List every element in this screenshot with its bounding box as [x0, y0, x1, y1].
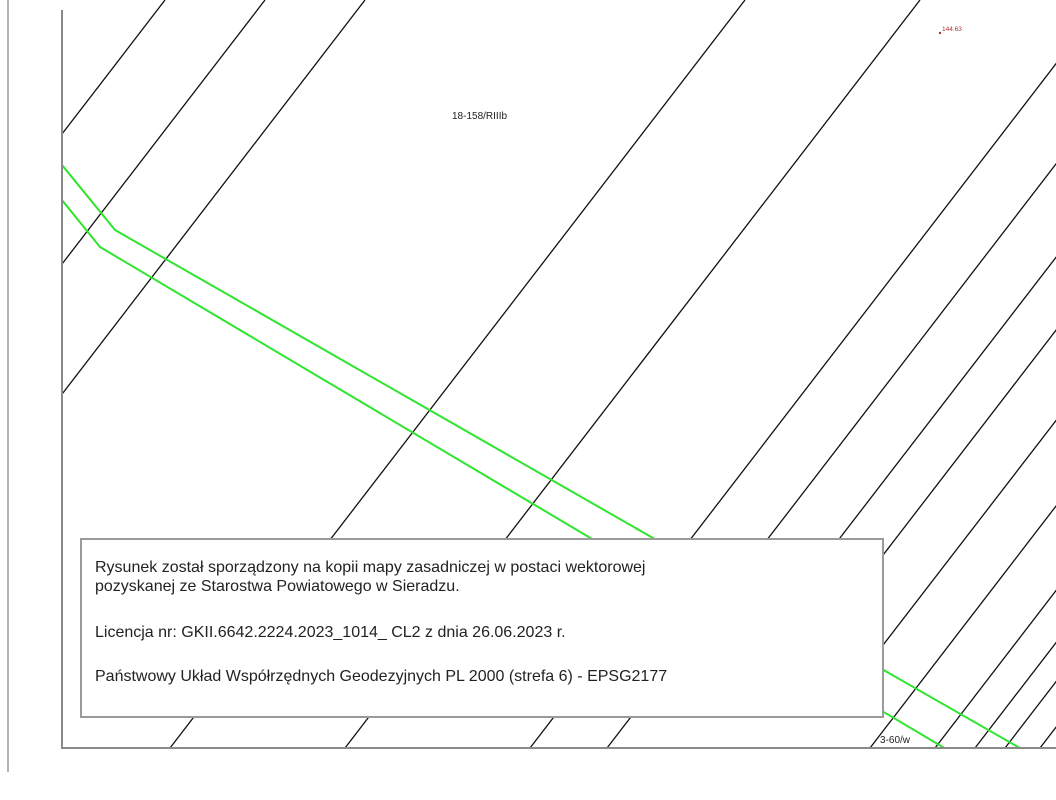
parcel-boundary-line — [869, 504, 1056, 748]
map-info-box: Rysunek został sporządzony na kopii mapy… — [80, 538, 884, 718]
height-point-label: 144.63 — [942, 26, 962, 33]
parcel-label-bottom: 3-60/w — [880, 735, 911, 746]
map-frame — [7, 0, 1056, 772]
parcel-boundary-line — [1004, 680, 1056, 748]
parcel-boundary-line — [934, 589, 1056, 748]
parcel-boundary-line — [879, 419, 1056, 650]
parcel-label-top: 18-158/RIIIb — [452, 111, 507, 122]
height-point-marker — [938, 31, 942, 35]
parcel-boundary-line — [822, 256, 1056, 561]
parcel-boundary-line — [62, 0, 166, 136]
source-note-line-2: pozyskanej ze Starostwa Powiatowego w Si… — [95, 578, 460, 595]
coordinate-system-note: Państwowy Układ Współrzędnych Geodezyjny… — [95, 668, 668, 685]
parcel-boundary-line — [869, 329, 1056, 573]
parcel-boundary-line — [1039, 726, 1056, 748]
license-note: Licencja nr: GKII.6642.2224.2023_1014_ C… — [95, 624, 566, 641]
parcel-boundary-line — [62, 0, 366, 396]
parcel-boundary-line — [62, 0, 266, 266]
parcel-boundary-line — [974, 641, 1056, 748]
source-note-line-1: Rysunek został sporządzony na kopii mapy… — [95, 559, 646, 576]
